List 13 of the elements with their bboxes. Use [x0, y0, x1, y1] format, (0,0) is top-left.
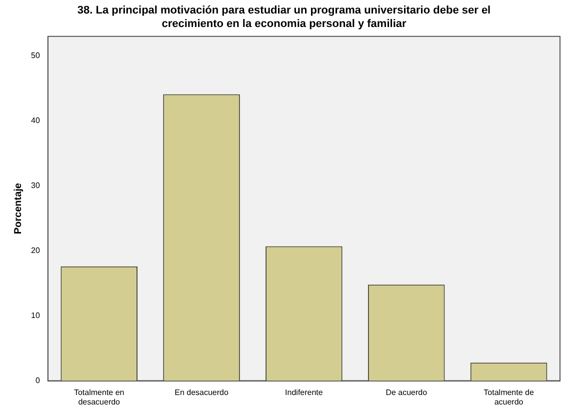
- x-tick-label: En desacuerdo: [174, 388, 229, 397]
- y-tick-label: 30: [30, 181, 40, 190]
- x-tick-label: Totalmente de acuerdo: [484, 388, 534, 406]
- y-tick-label: 50: [30, 51, 40, 60]
- x-tick-label: De acuerdo: [386, 388, 428, 397]
- x-tick-label: Indiferente: [285, 388, 324, 397]
- y-tick-label: 20: [30, 246, 40, 256]
- x-tick-label: Totalmente en desacuerdo: [74, 388, 124, 406]
- y-tick-label: 40: [30, 116, 40, 126]
- chart-title: 38. La principal motivación para estudiar un programa universitario debe ser el crecimiento en la economia personal y familiar: [77, 4, 491, 30]
- y-axis-title: Porcentaje: [12, 182, 24, 234]
- y-tick-label: 0: [35, 376, 40, 386]
- y-tick-label: 10: [30, 311, 40, 320]
